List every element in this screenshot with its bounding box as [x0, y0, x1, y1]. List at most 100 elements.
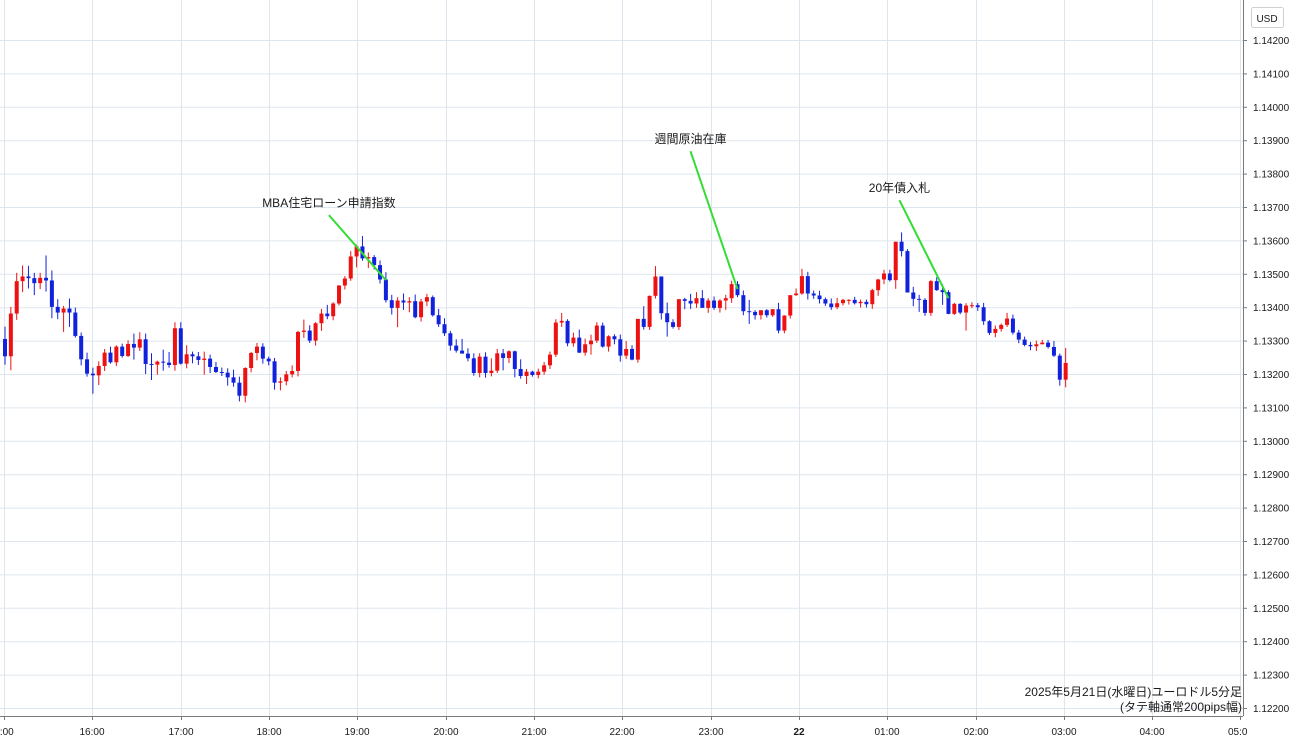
candle-body — [225, 372, 230, 378]
price-tick-label: 1.14100 — [1253, 69, 1290, 80]
candle-up — [348, 251, 353, 281]
candle-body — [788, 295, 793, 316]
candle-down — [149, 353, 154, 381]
candle-body — [495, 353, 500, 371]
candle-up — [126, 340, 131, 357]
candle-body — [442, 324, 447, 334]
candle-down — [917, 294, 922, 312]
candle-down — [823, 297, 828, 306]
time-axis: 5:00 16:00 17:00 18:00 19:00 20:00 21:00 22:00 2… — [0, 716, 1248, 738]
candle-up — [524, 368, 529, 385]
candle-body — [1022, 339, 1027, 345]
candle-body — [899, 241, 904, 252]
candle-down — [864, 299, 869, 308]
candle-up — [506, 350, 511, 363]
candle-down — [90, 367, 95, 394]
candle-body — [49, 280, 54, 307]
candle-up — [1034, 340, 1039, 351]
annotation-label: MBA住宅ローン申請指数 — [262, 195, 395, 210]
candle-body — [518, 368, 523, 377]
candle-body — [3, 338, 7, 357]
candle-body — [372, 257, 377, 266]
candle-body — [73, 312, 78, 336]
price-tick-label: 1.12600 — [1253, 570, 1290, 581]
candle-up — [102, 348, 107, 371]
annotation-label: 週間原油在庫 — [654, 132, 726, 146]
candle-up — [542, 361, 547, 375]
candle-body — [213, 366, 218, 372]
price-tick-label: 1.13100 — [1253, 403, 1290, 414]
candle-body — [301, 330, 306, 332]
candle-body — [1034, 344, 1039, 347]
price-tick-label: 1.12300 — [1253, 671, 1290, 682]
candle-body — [383, 279, 388, 301]
candle-down — [465, 348, 470, 362]
price-tick-label: 1.12900 — [1253, 470, 1290, 481]
time-tick-label: 02:00 — [963, 727, 988, 738]
candle-body — [167, 362, 172, 365]
candle-body — [735, 284, 740, 296]
candle-body — [512, 351, 517, 369]
candle-body — [811, 293, 816, 296]
chart-caption-line-2: (タテ軸通常200pips幅) — [1120, 699, 1242, 714]
candle-up — [1005, 312, 1010, 327]
candle-body — [419, 301, 424, 318]
candle-up — [1040, 339, 1045, 345]
candle-body — [770, 309, 775, 316]
candle-up — [706, 298, 711, 313]
candle-down — [161, 349, 166, 371]
candle-up — [835, 297, 840, 310]
price-tick-label: 1.13500 — [1253, 270, 1290, 281]
candle-body — [594, 325, 599, 341]
candle-up — [495, 348, 500, 373]
candle-body — [583, 344, 588, 353]
candle-body — [331, 303, 336, 317]
candle-body — [606, 336, 611, 347]
candle-body — [524, 371, 529, 377]
time-tick-label: 04:00 — [1139, 727, 1164, 738]
candle-down — [208, 354, 213, 373]
candle-down — [196, 351, 201, 365]
candle-up — [61, 305, 66, 332]
candle-body — [366, 257, 371, 259]
candle-up — [594, 322, 599, 343]
candle-body — [887, 273, 892, 281]
candle-body — [243, 367, 248, 396]
candle-up — [583, 338, 588, 356]
candle-up — [407, 297, 412, 313]
candle-body — [536, 371, 541, 376]
candle-up — [172, 322, 177, 371]
time-tick-label: 03:00 — [1051, 727, 1076, 738]
candle-body — [325, 313, 330, 317]
candle-up — [184, 345, 189, 369]
candle-down — [383, 272, 388, 303]
price-tick-label: 1.12200 — [1253, 704, 1290, 715]
candle-body — [161, 361, 166, 363]
chart-caption-line-1: 2025年5月21日(水曜日)ユーロドル5分足 — [1025, 685, 1242, 699]
candle-down — [741, 290, 746, 316]
candle-body — [231, 377, 236, 383]
candle-up — [846, 299, 851, 305]
time-tick-label: 22:00 — [609, 727, 634, 738]
candle-body — [694, 298, 699, 304]
candle-down — [934, 277, 939, 291]
time-tick-label: 22 — [793, 727, 805, 738]
candle-down — [776, 302, 781, 334]
candle-down — [530, 370, 535, 377]
candle-body — [460, 350, 465, 354]
candle-body — [178, 328, 183, 364]
candle-body — [208, 358, 213, 367]
time-tick-label: 19:00 — [344, 727, 369, 738]
candle-down — [231, 369, 236, 387]
candle-up — [964, 303, 969, 331]
candle-down — [764, 309, 769, 318]
candle-body — [577, 337, 582, 353]
candle-up — [788, 295, 793, 319]
candle-body — [840, 299, 845, 304]
candle-body — [137, 339, 142, 348]
candle-up — [606, 335, 611, 352]
candle-down — [448, 330, 453, 351]
candle-body — [987, 321, 992, 333]
candle-up — [331, 302, 336, 321]
candle-body — [975, 305, 980, 308]
